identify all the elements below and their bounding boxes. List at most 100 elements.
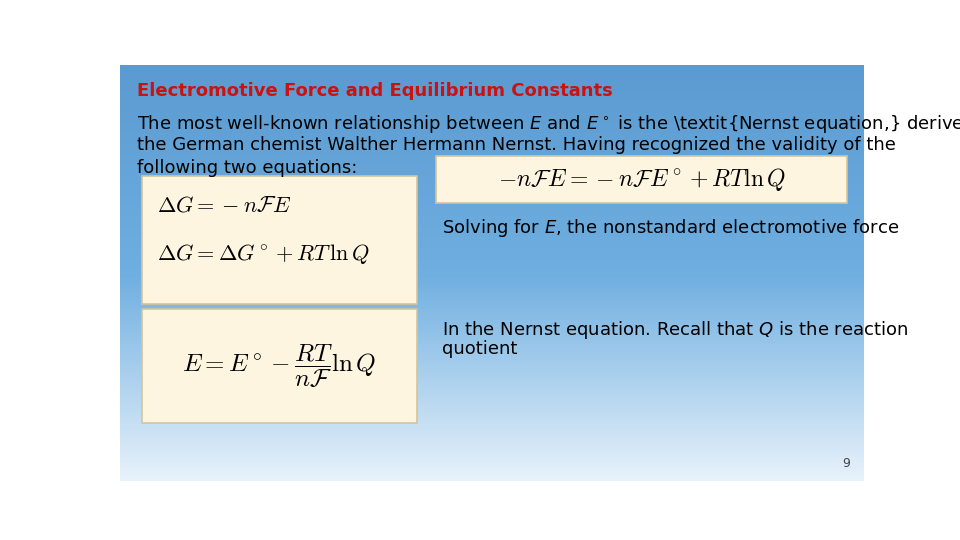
- Bar: [120, 107, 864, 111]
- Bar: [120, 342, 864, 346]
- Bar: [120, 366, 864, 368]
- Bar: [120, 160, 864, 163]
- Text: In the Nernst equation. Recall that $Q$ is the reaction: In the Nernst equation. Recall that $Q$ …: [442, 319, 908, 341]
- Bar: [120, 453, 864, 456]
- Bar: [120, 471, 864, 474]
- Bar: [120, 102, 864, 104]
- Bar: [120, 218, 864, 221]
- Bar: [120, 207, 864, 211]
- Bar: [120, 280, 864, 283]
- Bar: [120, 174, 864, 177]
- FancyBboxPatch shape: [436, 156, 847, 204]
- Bar: [120, 255, 864, 258]
- Bar: [120, 422, 864, 424]
- FancyBboxPatch shape: [142, 309, 417, 423]
- Bar: [120, 447, 864, 449]
- Bar: [120, 176, 864, 179]
- Bar: [120, 287, 864, 289]
- Bar: [120, 172, 864, 175]
- Text: quotient: quotient: [442, 340, 517, 357]
- Bar: [120, 110, 864, 113]
- Bar: [120, 158, 864, 160]
- Bar: [120, 145, 864, 148]
- Bar: [120, 99, 864, 102]
- Bar: [120, 249, 864, 252]
- Bar: [120, 106, 864, 109]
- Bar: [120, 461, 864, 464]
- Bar: [120, 459, 864, 462]
- Bar: [120, 368, 864, 370]
- FancyBboxPatch shape: [142, 177, 417, 303]
- Text: $-n\mathcal{F}E = -n\mathcal{F}E^\circ + RT\ln Q$: $-n\mathcal{F}E = -n\mathcal{F}E^\circ +…: [497, 166, 785, 193]
- Bar: [120, 87, 864, 90]
- Bar: [120, 185, 864, 187]
- Bar: [120, 341, 864, 343]
- Bar: [120, 376, 864, 379]
- Bar: [120, 278, 864, 281]
- Bar: [120, 436, 864, 439]
- Bar: [120, 97, 864, 100]
- Bar: [120, 413, 864, 416]
- Bar: [120, 204, 864, 206]
- Bar: [120, 417, 864, 420]
- Bar: [120, 134, 864, 138]
- Bar: [120, 285, 864, 287]
- Bar: [120, 374, 864, 377]
- Bar: [120, 330, 864, 333]
- Bar: [120, 75, 864, 77]
- Bar: [120, 332, 864, 335]
- Bar: [120, 442, 864, 446]
- Bar: [120, 463, 864, 466]
- Bar: [120, 64, 864, 67]
- Bar: [120, 301, 864, 304]
- Bar: [120, 133, 864, 136]
- Bar: [120, 449, 864, 451]
- Bar: [120, 228, 864, 231]
- Bar: [120, 164, 864, 167]
- Bar: [120, 318, 864, 321]
- Bar: [120, 80, 864, 84]
- Bar: [120, 274, 864, 277]
- Bar: [120, 388, 864, 391]
- Bar: [120, 143, 864, 146]
- Bar: [120, 270, 864, 273]
- Bar: [120, 122, 864, 125]
- Bar: [120, 336, 864, 339]
- Bar: [120, 457, 864, 460]
- Bar: [120, 205, 864, 208]
- Bar: [120, 153, 864, 156]
- Bar: [120, 455, 864, 458]
- Bar: [120, 432, 864, 435]
- Bar: [120, 131, 864, 133]
- Bar: [120, 399, 864, 402]
- Bar: [120, 114, 864, 117]
- Bar: [120, 253, 864, 256]
- Bar: [120, 326, 864, 329]
- Bar: [120, 162, 864, 165]
- Bar: [120, 222, 864, 225]
- Bar: [120, 357, 864, 360]
- Text: 9: 9: [842, 457, 850, 470]
- Bar: [120, 239, 864, 241]
- Bar: [120, 451, 864, 454]
- Bar: [120, 251, 864, 254]
- Bar: [120, 104, 864, 106]
- Text: Solving for $E$, the nonstandard electromotive force: Solving for $E$, the nonstandard electro…: [442, 217, 899, 239]
- Bar: [120, 178, 864, 181]
- Bar: [120, 444, 864, 447]
- Bar: [120, 189, 864, 192]
- Text: $E = E^\circ - \dfrac{RT}{n\mathcal{F}}\ln Q$: $E = E^\circ - \dfrac{RT}{n\mathcal{F}}\…: [182, 342, 376, 390]
- Bar: [120, 266, 864, 268]
- Bar: [120, 384, 864, 387]
- Bar: [120, 272, 864, 275]
- Bar: [120, 434, 864, 437]
- Bar: [120, 353, 864, 356]
- Bar: [120, 214, 864, 217]
- Bar: [120, 282, 864, 285]
- Bar: [120, 297, 864, 300]
- Bar: [120, 476, 864, 478]
- Bar: [120, 347, 864, 349]
- Bar: [120, 220, 864, 223]
- Bar: [120, 68, 864, 71]
- Bar: [120, 79, 864, 82]
